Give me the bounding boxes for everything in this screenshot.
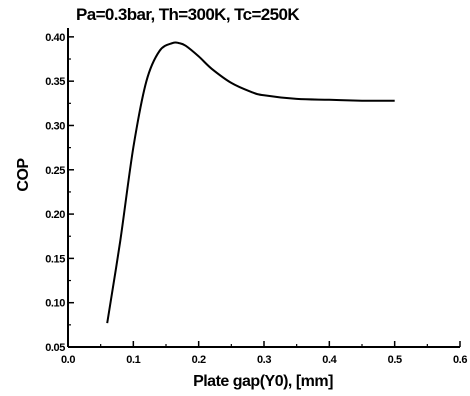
y-axis-label: COP bbox=[15, 158, 32, 192]
chart-title: Pa=0.3bar, Th=300K, Tc=250K bbox=[76, 5, 300, 24]
y-tick-label: 0.40 bbox=[45, 32, 65, 44]
y-axis: 0.05 0.10 0.15 0.20 0.25 0.30 0.35 0.40 bbox=[45, 32, 74, 354]
y-tick-label: 0.05 bbox=[45, 342, 65, 354]
y-tick-label: 0.35 bbox=[45, 76, 65, 88]
x-tick-label: 0.6 bbox=[453, 354, 467, 366]
x-tick-label: 0.1 bbox=[126, 354, 140, 366]
x-tick-label: 0.4 bbox=[322, 354, 337, 366]
y-tick-label: 0.20 bbox=[45, 209, 65, 221]
y-tick-label: 0.10 bbox=[45, 298, 65, 310]
series-line bbox=[106, 41, 395, 324]
x-axis: 0.0 0.1 0.2 0.3 0.4 0.5 0.6 bbox=[61, 341, 468, 366]
x-tick-label: 0.0 bbox=[61, 354, 75, 366]
x-tick-label: 0.3 bbox=[257, 354, 271, 366]
y-tick-label: 0.15 bbox=[45, 253, 65, 265]
x-axis-label: Plate gap(Y0), [mm] bbox=[193, 373, 333, 390]
x-tick-label: 0.2 bbox=[192, 354, 206, 366]
x-tick-label: 0.5 bbox=[388, 354, 402, 366]
y-tick-label: 0.25 bbox=[45, 165, 65, 177]
y-tick-label: 0.30 bbox=[45, 120, 65, 132]
series-layer bbox=[106, 41, 395, 324]
